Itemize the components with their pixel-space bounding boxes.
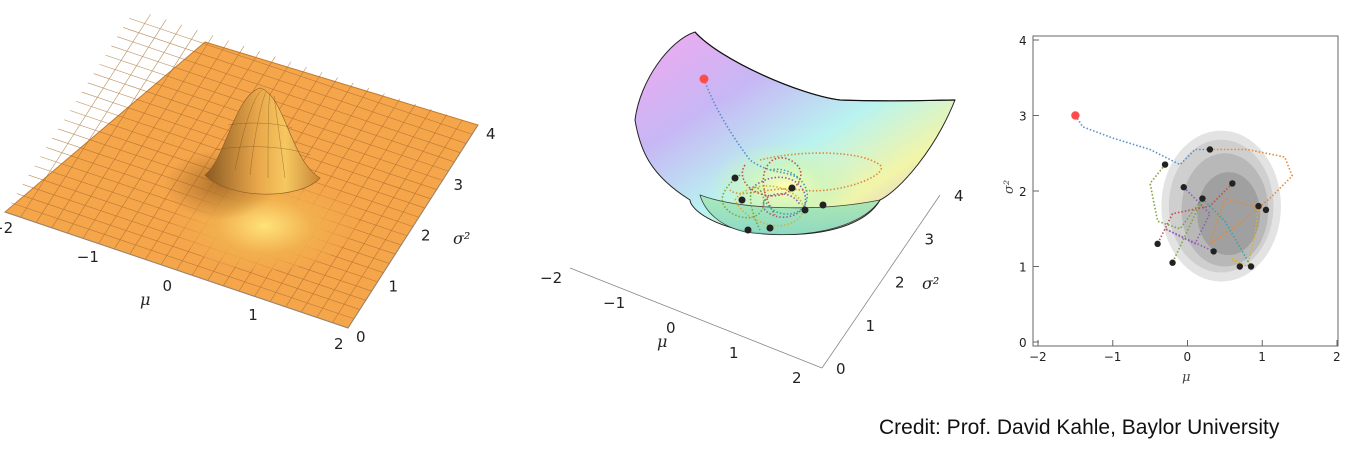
panel-trajectory-plot: −2 −1 0 1 2 0 1 2 3 4 μ σ² (1002, 34, 1341, 385)
end-point-marker (1206, 146, 1214, 153)
x-tick-label: −2 (0, 219, 13, 237)
end-point-marker (738, 196, 746, 204)
end-point-marker (1161, 161, 1169, 168)
trajectory-line (734, 185, 804, 227)
mesh-line (123, 27, 467, 144)
x-tick-label: 0 (163, 277, 173, 295)
y-tick-label: 2 (1019, 185, 1027, 199)
x-tick-label: −1 (603, 294, 625, 312)
x-tick-label: −2 (540, 269, 562, 287)
axis-sigma-line (821, 194, 941, 369)
trajectory-line (749, 176, 807, 219)
trajectory-line (1149, 164, 1204, 264)
y-tick-label: 1 (1019, 261, 1027, 275)
end-point-marker (1247, 263, 1255, 270)
y-tick-label: 3 (1019, 110, 1027, 124)
y-tick-label: 0 (356, 328, 366, 346)
x-tick-label: 0 (1184, 350, 1192, 364)
contour-region (1197, 172, 1261, 256)
bowl-front-lip (699, 194, 881, 236)
end-point-marker (819, 201, 827, 209)
panel-bowl-surface: −2 −1 0 1 2 0 1 2 3 4 μ σ² (540, 31, 964, 387)
end-point-marker (1154, 240, 1161, 248)
y-tick-label: 3 (925, 230, 935, 248)
x-tick-label: −2 (1029, 350, 1047, 364)
y-tick-label: 1 (866, 317, 876, 335)
y-tick-label: 4 (1019, 34, 1027, 48)
y-tick-label: 0 (1019, 336, 1027, 350)
axis-mu-line (4, 211, 349, 329)
end-point-marker (766, 224, 774, 232)
trajectory-line (729, 152, 883, 195)
trajectory-line (1201, 198, 1252, 267)
trajectory-line (1209, 148, 1293, 245)
mesh-line (111, 45, 455, 163)
bowl-rim (694, 31, 956, 102)
mesh-line (316, 114, 448, 318)
x-tick-label: 1 (729, 344, 739, 362)
end-point-marker (1180, 184, 1187, 191)
end-point-marker (1255, 202, 1262, 210)
start-point-marker (1071, 111, 1080, 120)
axis-sigma-label: σ² (1002, 180, 1017, 194)
trajectory-line (1231, 206, 1260, 268)
y-tick-label: 2 (421, 227, 431, 245)
end-point-marker (1199, 195, 1206, 202)
end-point-marker (731, 174, 739, 182)
trajectory-line (721, 174, 765, 231)
bowl-start-point (699, 74, 709, 84)
trajectory-line (703, 78, 801, 181)
x-tick-label: 1 (1258, 350, 1266, 364)
end-point-marker (1169, 259, 1176, 266)
axis-sigma-line (347, 124, 479, 329)
end-point-marker (1236, 263, 1244, 270)
end-point-marker (801, 206, 809, 214)
end-point-marker (1229, 180, 1236, 187)
end-point-marker (744, 226, 752, 234)
end-point-marker (788, 184, 796, 192)
trajectories (1074, 115, 1293, 268)
mesh-line (117, 36, 461, 153)
x-tick-label: 2 (334, 335, 344, 353)
bowl-center-glow (690, 120, 880, 230)
y-tick-label: 0 (836, 360, 846, 378)
bowl-trajectories (703, 78, 883, 234)
x-tick-label: −1 (1104, 350, 1122, 364)
x-tick-label: 2 (792, 369, 802, 387)
mesh-line (128, 17, 473, 135)
y-tick-label: 4 (486, 125, 496, 143)
peak-mesh-lines (214, 89, 311, 179)
x-tick-label: 2 (1333, 350, 1341, 364)
panel-gaussian-surface: −2 −1 0 1 2 0 1 2 3 4 μ σ² (0, 14, 496, 353)
peak-body (204, 87, 321, 195)
y-tick-label: 1 (389, 277, 399, 295)
y-tick-label: 2 (895, 274, 905, 292)
credit-caption: Credit: Prof. David Kahle, Baylor Univer… (879, 416, 1280, 439)
x-tick-label: 0 (666, 319, 676, 337)
end-point-marker (1262, 206, 1270, 214)
trajectory-line (764, 168, 808, 215)
axis-mu-label: μ (1182, 370, 1190, 385)
axis-sigma-label: σ² (453, 229, 470, 248)
axis-sigma-label: σ² (922, 274, 939, 293)
end-points (1154, 146, 1270, 270)
mesh-line (300, 109, 432, 313)
mesh-line (332, 119, 463, 323)
trajectory-line (1074, 115, 1210, 166)
trajectory-line (741, 157, 802, 216)
contour-regions (1161, 130, 1281, 282)
axis-mu-line (569, 267, 823, 369)
axis-mu-label: μ (657, 332, 667, 351)
x-tick-label: 1 (248, 306, 258, 324)
y-tick-label: 4 (954, 187, 964, 205)
axis-mu-label: μ (140, 290, 150, 309)
y-tick-label: 3 (454, 176, 464, 194)
trajectory-line (1164, 186, 1215, 253)
end-point-marker (1210, 248, 1217, 255)
start-point (1071, 111, 1080, 120)
x-tick-label: −1 (77, 248, 99, 266)
